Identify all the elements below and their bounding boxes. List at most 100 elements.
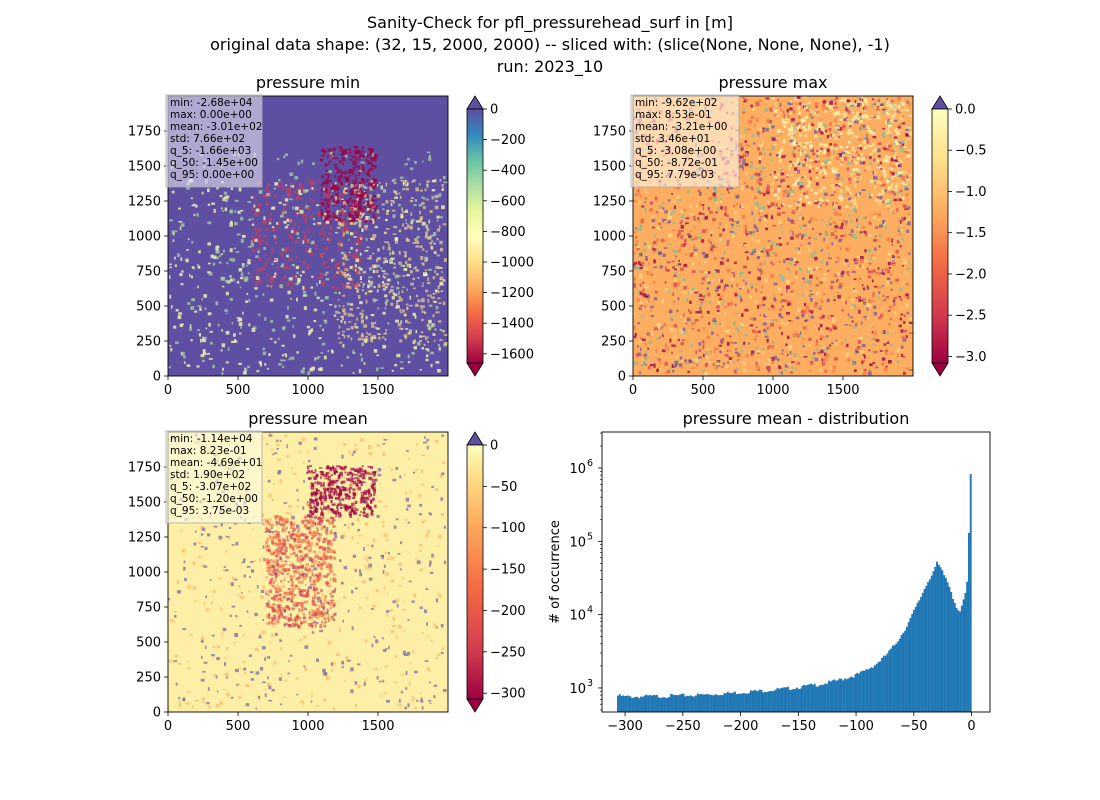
histogram-bar [820,685,823,712]
stat-line: std: 3.46e+01 [635,133,710,145]
histogram-bar [719,695,722,712]
histogram-bar [946,582,949,712]
stat-line: max: 0.00e+00 [170,109,252,121]
histogram-bar [696,693,699,712]
histogram-bar [868,668,871,712]
histogram-bar [652,694,655,712]
histogram-bar [629,696,632,712]
histogram-bar [730,692,733,712]
histogram-bar [728,693,731,712]
histogram-bar [918,600,921,712]
histogram-bar [902,632,905,712]
stat-line: std: 1.90e+02 [170,469,245,481]
histogram-bar [645,694,648,712]
histogram-bar [900,634,903,712]
stat-line: min: -2.68e+04 [170,97,253,109]
histogram-bar [799,688,802,712]
histogram-bar [937,564,940,712]
histogram-bar [955,607,958,712]
histogram-bar [889,648,892,712]
histogram-bar [827,680,830,712]
figure-title-line-2: original data shape: (32, 15, 2000, 2000… [210,35,890,54]
colorbar-tick-label: 0.0 [955,103,976,118]
heatmap-texture [168,145,448,376]
histogram-bar [877,662,880,712]
x-tick-label: 1000 [756,383,789,398]
histogram-bar [815,686,818,712]
histogram-bar [967,532,970,712]
y-tick-label: 0 [153,370,161,385]
histogram-bar [778,688,781,712]
histogram-bar [774,689,777,712]
histogram-bar [760,689,763,712]
histogram-bar [939,567,942,712]
histogram-bar [833,679,836,712]
histogram-bar [739,693,742,712]
colorbar-tick-label: −2.0 [955,267,987,282]
histogram-bar [643,695,646,712]
histogram-bar [702,694,705,712]
histogram-bar [960,605,963,712]
histogram-bar [723,693,726,712]
histogram-bar [640,696,642,712]
histogram-bar [781,687,784,712]
histogram-bar [959,611,962,712]
stats-box: min: -1.14e+04 max: 8.23e-01 mean: -4.69… [165,430,262,524]
histogram-bar [884,655,887,712]
colorbar-tick-label: −800 [490,225,526,240]
histogram-bar [751,690,754,712]
y-tick-label: 500 [136,300,161,315]
histogram-bar [817,686,820,712]
stats-box: min: -9.62e+02 max: 8.53e-01 mean: -3.21… [630,94,740,188]
y-tick-label: 750 [601,265,626,280]
histogram-bar [936,561,938,712]
histogram-bar [957,610,960,712]
histogram-bar [785,687,788,712]
plot-frame [601,431,991,713]
stat-line: q_95: 7.79e-03 [635,169,714,181]
histogram-bar [824,683,827,712]
histogram-bar [689,695,692,712]
histogram-bar [707,694,710,712]
histogram-bar [677,695,680,712]
histogram-bar [762,692,765,712]
histogram-bar [631,698,634,712]
histogram-bar [852,677,855,712]
histogram-bar [881,658,884,712]
figure-title-line-3: run: 2023_10 [496,57,604,76]
histogram-bar [796,687,798,712]
histogram-bar [680,693,683,712]
histogram-bar [882,655,885,712]
histogram-bar [718,695,720,712]
y-tick-label: 10 [569,682,586,697]
stat-line: q_50: -1.20e+00 [170,493,258,505]
histogram-bar [703,694,706,712]
colorbar-tick-label: −3.0 [955,350,987,365]
histogram-bar [618,694,621,712]
histogram-bar [758,689,761,712]
panel-title: pressure mean - distribution [683,409,910,428]
histogram-bar [898,638,901,712]
histogram-bar [684,696,687,712]
histogram-bar [741,693,744,712]
colorbar-tick-label: −1200 [490,286,534,301]
histogram-bar [671,694,674,712]
histogram-bar [648,695,651,712]
histogram-bar [870,667,873,712]
histogram-bar [668,697,671,712]
x-tick-label: 1500 [361,383,394,398]
stat-line: q_95: 0.00e+00 [170,169,254,181]
x-tick-label: 1000 [291,383,324,398]
colorbar-extend-max [466,95,484,110]
stat-line: std: 7.66e+02 [170,133,245,145]
histogram-bar [847,678,850,712]
histogram-bar [859,671,862,712]
histogram-bars [617,474,972,712]
colorbar-tick-label: −600 [490,194,526,209]
y-tick-label: 250 [136,671,161,686]
colorbar-tick-label: −300 [490,687,526,702]
stat-line: mean: -4.69e+01 [170,457,262,469]
x-tick-label: 1000 [291,719,324,734]
histogram-bar [726,691,729,712]
